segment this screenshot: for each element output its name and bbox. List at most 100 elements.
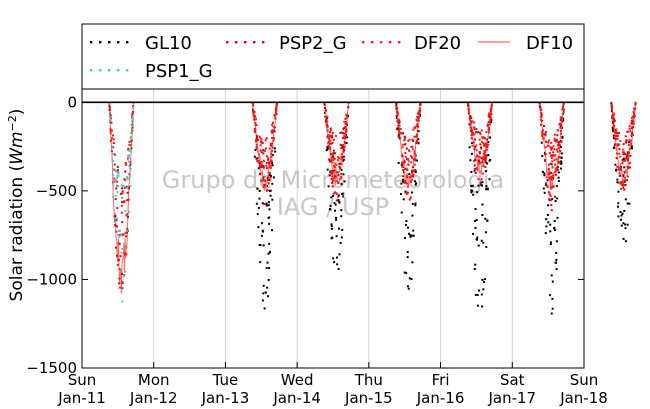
data-point-PSP2_G (469, 117, 471, 120)
data-point-DF20 (120, 211, 123, 214)
data-point-DF20 (550, 154, 553, 156)
legend-swatch-PSP1_G (126, 69, 129, 72)
data-point-DF20 (129, 161, 132, 164)
data-point-PSP2_G (478, 152, 481, 155)
data-point-PSP2_G (127, 215, 129, 218)
data-point-DF20 (542, 137, 545, 140)
data-point-PSP2_G (269, 144, 272, 147)
data-point-DF20 (275, 102, 278, 105)
data-point-GL10 (256, 213, 259, 216)
data-point-DF20 (343, 145, 346, 148)
data-point-DF20 (559, 116, 562, 119)
data-point-DF20 (263, 150, 266, 153)
data-point-GL10 (622, 222, 625, 225)
x-tick-label-date-7: Jan-18 (559, 389, 608, 407)
data-point-GL10 (268, 216, 271, 219)
data-point-PSP2_G (406, 168, 409, 171)
data-point-GL10 (332, 257, 335, 260)
data-point-GL10 (262, 177, 265, 179)
data-point-DF20 (548, 177, 551, 180)
data-point-DF20 (329, 139, 332, 142)
data-point-PSP2_G (255, 138, 258, 141)
data-point-GL10 (559, 167, 562, 170)
data-point-GL10 (482, 241, 485, 244)
data-point-PSP2_G (544, 133, 547, 136)
data-point-DF20 (541, 132, 544, 135)
data-point-PSP2_G (488, 115, 491, 118)
data-point-DF20 (548, 193, 551, 196)
data-point-DF20 (273, 137, 275, 139)
data-point-PSP2_G (483, 144, 486, 147)
data-point-GL10 (486, 187, 489, 190)
data-point-DF20 (489, 123, 491, 126)
data-point-DF20 (412, 175, 415, 178)
data-point-GL10 (334, 203, 337, 206)
data-point-GL10 (550, 312, 553, 315)
data-point-PSP2_G (614, 138, 617, 141)
data-point-DF20 (121, 192, 124, 195)
data-point-GL10 (260, 234, 263, 237)
data-point-DF20 (262, 185, 265, 188)
x-tick-label-day-1: Mon (138, 371, 170, 389)
data-point-DF20 (413, 126, 416, 129)
data-point-DF20 (264, 139, 267, 142)
data-point-PSP2_G (395, 104, 398, 107)
data-point-DF20 (271, 129, 274, 132)
data-point-DF20 (633, 112, 636, 115)
data-point-DF20 (340, 153, 343, 156)
data-point-DF20 (113, 177, 116, 180)
data-point-PSP1_G (115, 178, 118, 181)
data-point-DF20 (618, 132, 621, 134)
data-point-PSP2_G (333, 157, 336, 160)
data-point-PSP1_G (114, 170, 117, 172)
data-point-PSP2_G (273, 130, 276, 133)
data-point-DF20 (270, 156, 273, 158)
data-point-GL10 (624, 240, 627, 243)
series-layer (108, 101, 637, 315)
data-point-PSP1_G (128, 149, 131, 152)
data-point-GL10 (560, 152, 563, 155)
data-point-GL10 (406, 285, 409, 288)
data-point-GL10 (333, 261, 336, 264)
data-point-PSP2_G (267, 161, 270, 164)
data-point-PSP2_G (127, 147, 130, 150)
data-point-GL10 (543, 174, 546, 177)
data-point-DF20 (343, 135, 346, 138)
data-point-DF20 (397, 118, 400, 121)
data-point-DF20 (275, 106, 278, 109)
data-point-GL10 (255, 202, 258, 205)
data-point-GL10 (397, 162, 400, 164)
data-point-DF20 (630, 119, 633, 122)
data-point-GL10 (267, 295, 270, 298)
data-point-PSP2_G (339, 143, 342, 146)
data-point-DF20 (467, 103, 470, 106)
data-point-PSP2_G (337, 195, 340, 198)
data-point-PSP2_G (418, 113, 421, 116)
data-point-GL10 (623, 166, 626, 169)
data-point-PSP2_G (345, 128, 348, 131)
data-point-DF20 (632, 119, 635, 122)
data-point-DF20 (407, 191, 410, 194)
data-point-GL10 (554, 229, 557, 232)
data-point-PSP2_G (621, 159, 624, 162)
y-axis: 0 −500 −1000 −1500 (26, 93, 584, 377)
data-point-PSP2_G (543, 125, 545, 127)
data-point-PSP2_G (546, 185, 549, 188)
data-point-DF20 (475, 128, 478, 131)
legend-swatch-DF20 (398, 41, 401, 44)
data-point-GL10 (620, 224, 623, 227)
data-point-PSP2_G (555, 173, 557, 176)
data-point-GL10 (487, 141, 490, 143)
data-point-GL10 (326, 146, 329, 149)
data-point-PSP2_G (342, 146, 344, 148)
data-point-GL10 (408, 173, 411, 176)
data-point-GL10 (336, 263, 339, 266)
data-point-DF20 (553, 137, 556, 140)
data-point-PSP2_G (129, 163, 132, 166)
data-point-GL10 (480, 293, 483, 296)
data-point-PSP2_G (256, 136, 258, 139)
data-point-DF20 (417, 125, 420, 128)
data-point-DF20 (401, 146, 404, 149)
data-point-DF20 (484, 143, 486, 146)
